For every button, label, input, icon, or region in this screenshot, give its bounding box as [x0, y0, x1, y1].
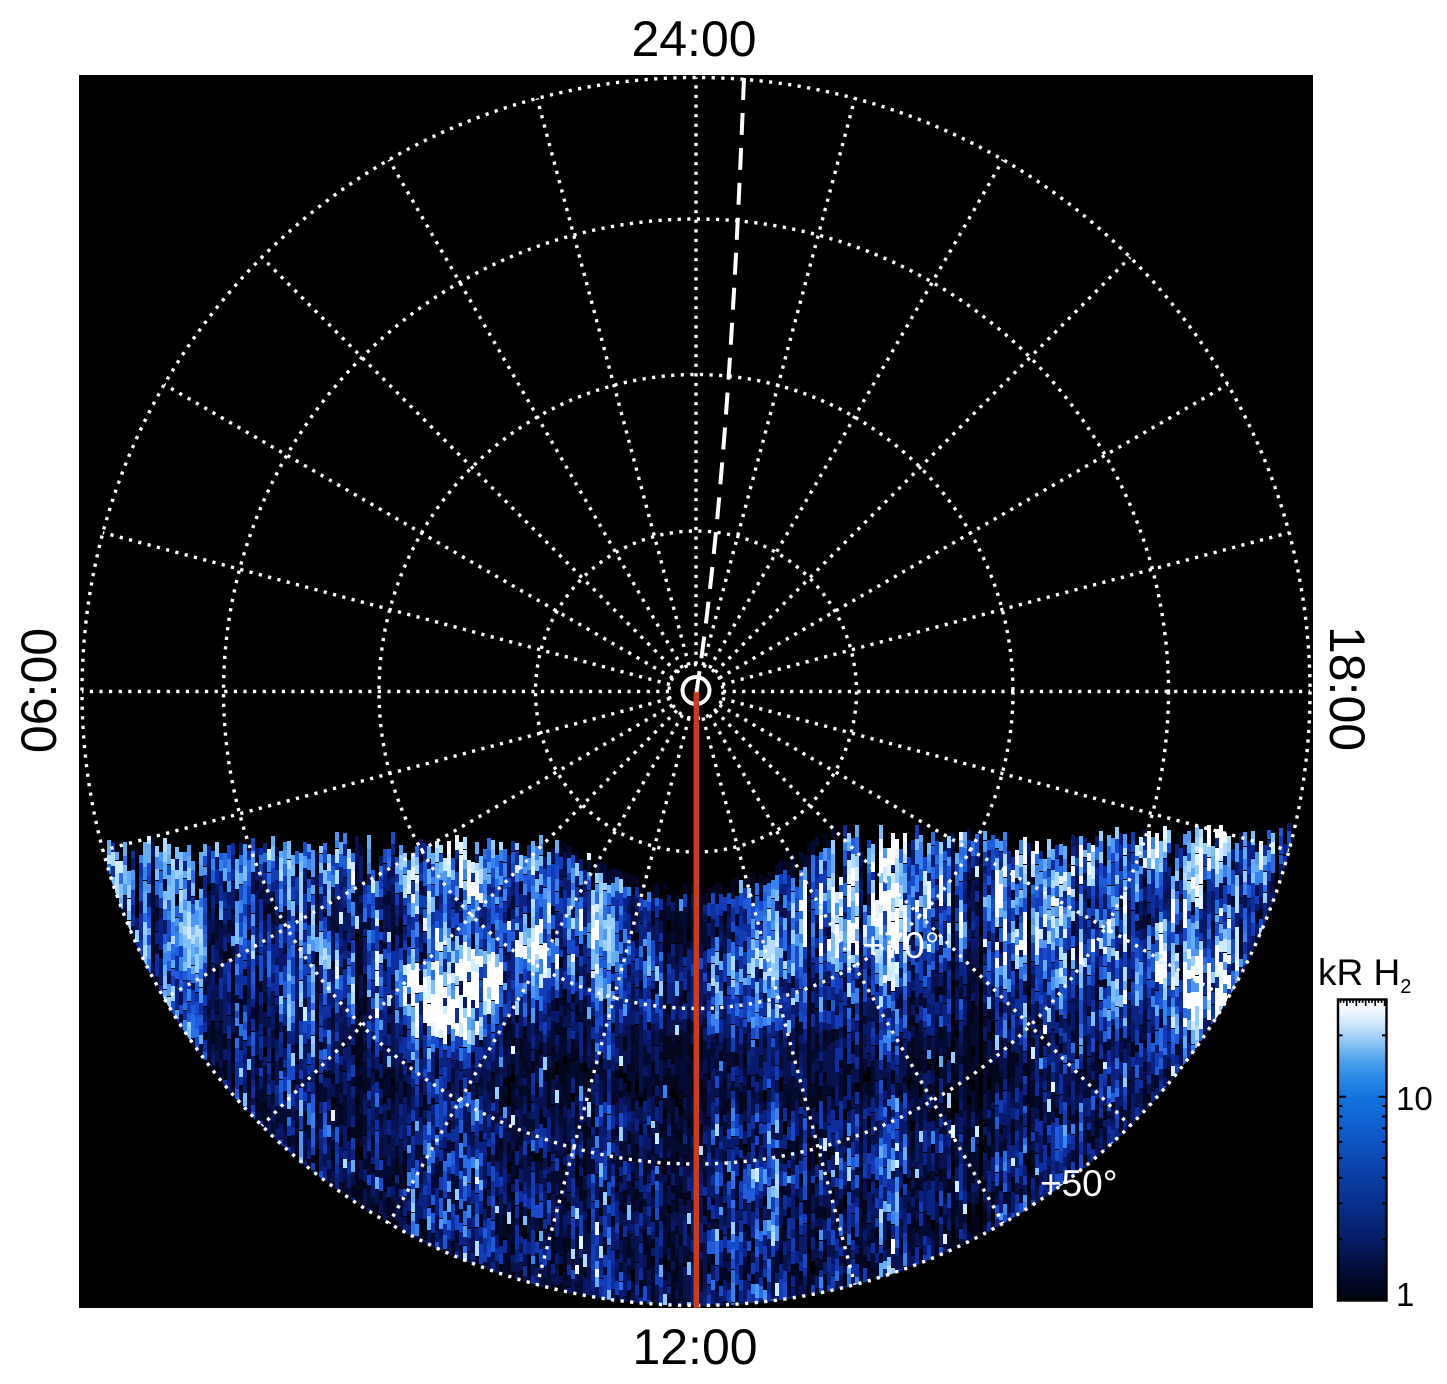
- svg-text:18:00: 18:00: [1319, 626, 1375, 751]
- svg-text:1: 1: [1396, 1276, 1414, 1313]
- svg-text:24:00: 24:00: [631, 11, 756, 67]
- svg-text:10: 10: [1396, 1080, 1433, 1117]
- svg-text:06:00: 06:00: [11, 628, 67, 753]
- svg-text:kR H2: kR H2: [1318, 952, 1411, 998]
- svg-text:12:00: 12:00: [632, 1319, 757, 1375]
- svg-text:+50°: +50°: [1040, 1163, 1118, 1204]
- svg-text:+70°: +70°: [862, 925, 940, 966]
